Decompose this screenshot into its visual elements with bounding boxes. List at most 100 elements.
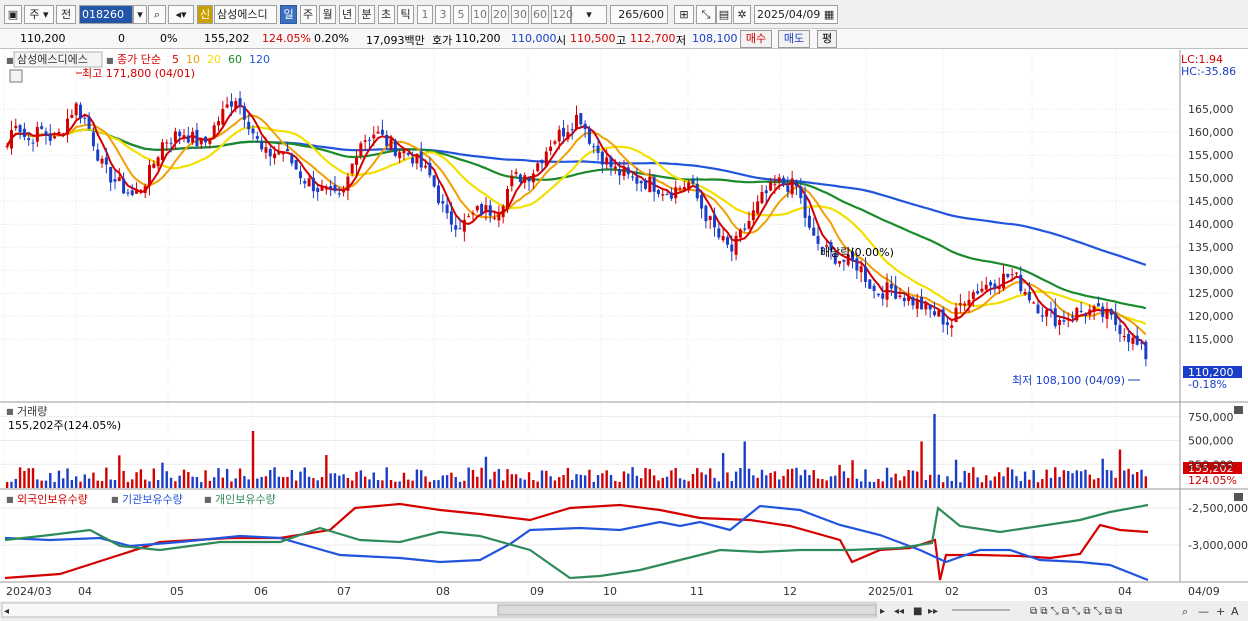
price-tick: 115,000: [1188, 333, 1234, 346]
chart-grid: [0, 50, 1180, 582]
interval-button-20[interactable]: 20: [491, 5, 509, 24]
period-button-4[interactable]: 분: [358, 5, 375, 24]
market-select[interactable]: 주 ▾: [24, 5, 54, 24]
period-button-1[interactable]: 주: [299, 5, 317, 24]
volume-bar: [251, 431, 255, 488]
date-field[interactable]: 2025/04/09 ▦: [754, 5, 838, 24]
candle-body: [760, 191, 764, 204]
search-icon[interactable]: ⌕: [148, 5, 166, 24]
period-button-2[interactable]: 월: [319, 5, 336, 24]
candle-body: [549, 146, 553, 151]
candle-body: [971, 292, 975, 299]
save-icon[interactable]: ▤: [716, 5, 732, 24]
candle-body: [61, 133, 65, 135]
candle-body: [100, 158, 104, 164]
holding-close-icon[interactable]: [1234, 493, 1243, 501]
interval-dropdown[interactable]: ▾: [571, 5, 607, 24]
scroll-left-icon[interactable]: ◂: [4, 606, 9, 617]
candle-body: [894, 285, 898, 299]
last-icon[interactable]: ▸▸: [928, 606, 938, 617]
zoom-search-icon[interactable]: ⌕: [1182, 605, 1188, 618]
volume-menu-icon[interactable]: ■: [6, 407, 14, 416]
volume-bar: [40, 480, 43, 488]
ma-period-10: 10: [186, 53, 200, 66]
window-menu-icon[interactable]: ▣: [4, 5, 22, 24]
zoom-out-icon[interactable]: —: [1198, 605, 1209, 618]
holding-legend: ■ 외국인보유수량 ■ 기관보유수량 ■ 개인보유수량: [6, 493, 276, 506]
volume-bar: [437, 480, 440, 488]
ma-menu-icon[interactable]: ■: [106, 56, 114, 65]
interval-button-5[interactable]: 5: [453, 5, 469, 24]
interval-button-120[interactable]: 120: [551, 5, 573, 24]
bar-count-field[interactable]: 265/600: [610, 5, 668, 24]
code-dropdown-icon[interactable]: ▾: [133, 5, 147, 24]
scrollbar-thumb[interactable]: [497, 604, 877, 616]
candle-body: [238, 98, 242, 106]
sell-button[interactable]: 매도: [778, 30, 810, 48]
interval-button-1[interactable]: 1: [417, 5, 433, 24]
volume-bar: [1067, 471, 1070, 488]
buy-button[interactable]: 매수: [740, 30, 772, 48]
panel-menu-icon[interactable]: ■: [6, 56, 14, 65]
volume-bar: [445, 475, 449, 488]
last-price-pct: -0.18%: [1188, 378, 1227, 391]
holding-menu-icon[interactable]: ■: [6, 495, 14, 504]
candle-body: [713, 214, 717, 228]
candle-body: [428, 162, 432, 176]
candle-body: [195, 129, 199, 146]
prev-button[interactable]: 전: [56, 5, 76, 24]
candle-body: [1109, 309, 1113, 315]
period-button-5[interactable]: 초: [377, 5, 395, 24]
stock-code-input[interactable]: 018260: [79, 5, 133, 24]
draw-tool-icon[interactable]: ⤡: [696, 5, 716, 24]
calendar-icon[interactable]: ▦: [823, 8, 835, 21]
scroll-right-icon[interactable]: ▸: [880, 606, 885, 617]
candle-body: [730, 244, 734, 252]
volume-bar: [169, 477, 173, 488]
holding-menu-icon[interactable]: ■: [204, 495, 212, 504]
stock-chart[interactable]: ■ 삼성에스디에스 ■ 종가 단순 5 10 20 60 120 최고 171,800 …: [0, 50, 1248, 621]
volume-bar: [549, 476, 552, 488]
layout-icons[interactable]: ⧉ ⧉ ⤡ ⧉ ⤡ ⧉ ⤡ ⧉ ⧉: [1030, 606, 1122, 617]
volume-bar: [441, 475, 444, 488]
volume-bar: [467, 467, 470, 488]
candle-body: [997, 285, 1001, 290]
stock-name-field[interactable]: 삼성에스디: [214, 5, 277, 24]
candle-body: [527, 178, 531, 182]
zoom-in-icon[interactable]: +: [1216, 605, 1225, 618]
volume-bar: [1097, 478, 1100, 488]
table-toggle-icon[interactable]: [9, 69, 23, 83]
volume-bar: [70, 479, 74, 488]
font-size-icon[interactable]: A: [1231, 605, 1239, 618]
stop-icon[interactable]: ■: [913, 606, 922, 617]
volume-bar: [855, 478, 859, 488]
speaker-icon[interactable]: ◂▾: [168, 5, 194, 24]
volume-bar: [53, 481, 56, 488]
period-button-6[interactable]: 틱: [397, 5, 414, 24]
candle-body: [816, 235, 820, 244]
crosshair-icon[interactable]: ⊞: [674, 5, 694, 24]
candle-body: [648, 176, 652, 193]
candle-body: [540, 160, 544, 164]
high-price: 112,700: [630, 32, 676, 45]
volume-close-icon[interactable]: [1234, 406, 1243, 414]
period-button-3[interactable]: 년: [338, 5, 356, 24]
candle-body: [488, 205, 492, 216]
candle-body: [687, 182, 691, 191]
eval-button[interactable]: 평: [817, 30, 837, 48]
volume-bar: [428, 481, 432, 488]
bar-count: 265: [618, 8, 640, 21]
interval-button-60[interactable]: 60: [531, 5, 549, 24]
interval-button-10[interactable]: 10: [471, 5, 489, 24]
first-icon[interactable]: ◂◂: [894, 606, 904, 617]
candle-body: [445, 204, 449, 214]
period-button-0[interactable]: 일: [280, 5, 297, 24]
holding-menu-icon[interactable]: ■: [111, 495, 119, 504]
volume-bar: [303, 467, 306, 488]
volume-bar: [221, 477, 225, 488]
volume-bar: [1084, 469, 1087, 488]
volume-bar: [709, 468, 712, 488]
interval-button-3[interactable]: 3: [435, 5, 451, 24]
interval-button-30[interactable]: 30: [511, 5, 529, 24]
gear-icon[interactable]: ✲: [733, 5, 751, 24]
